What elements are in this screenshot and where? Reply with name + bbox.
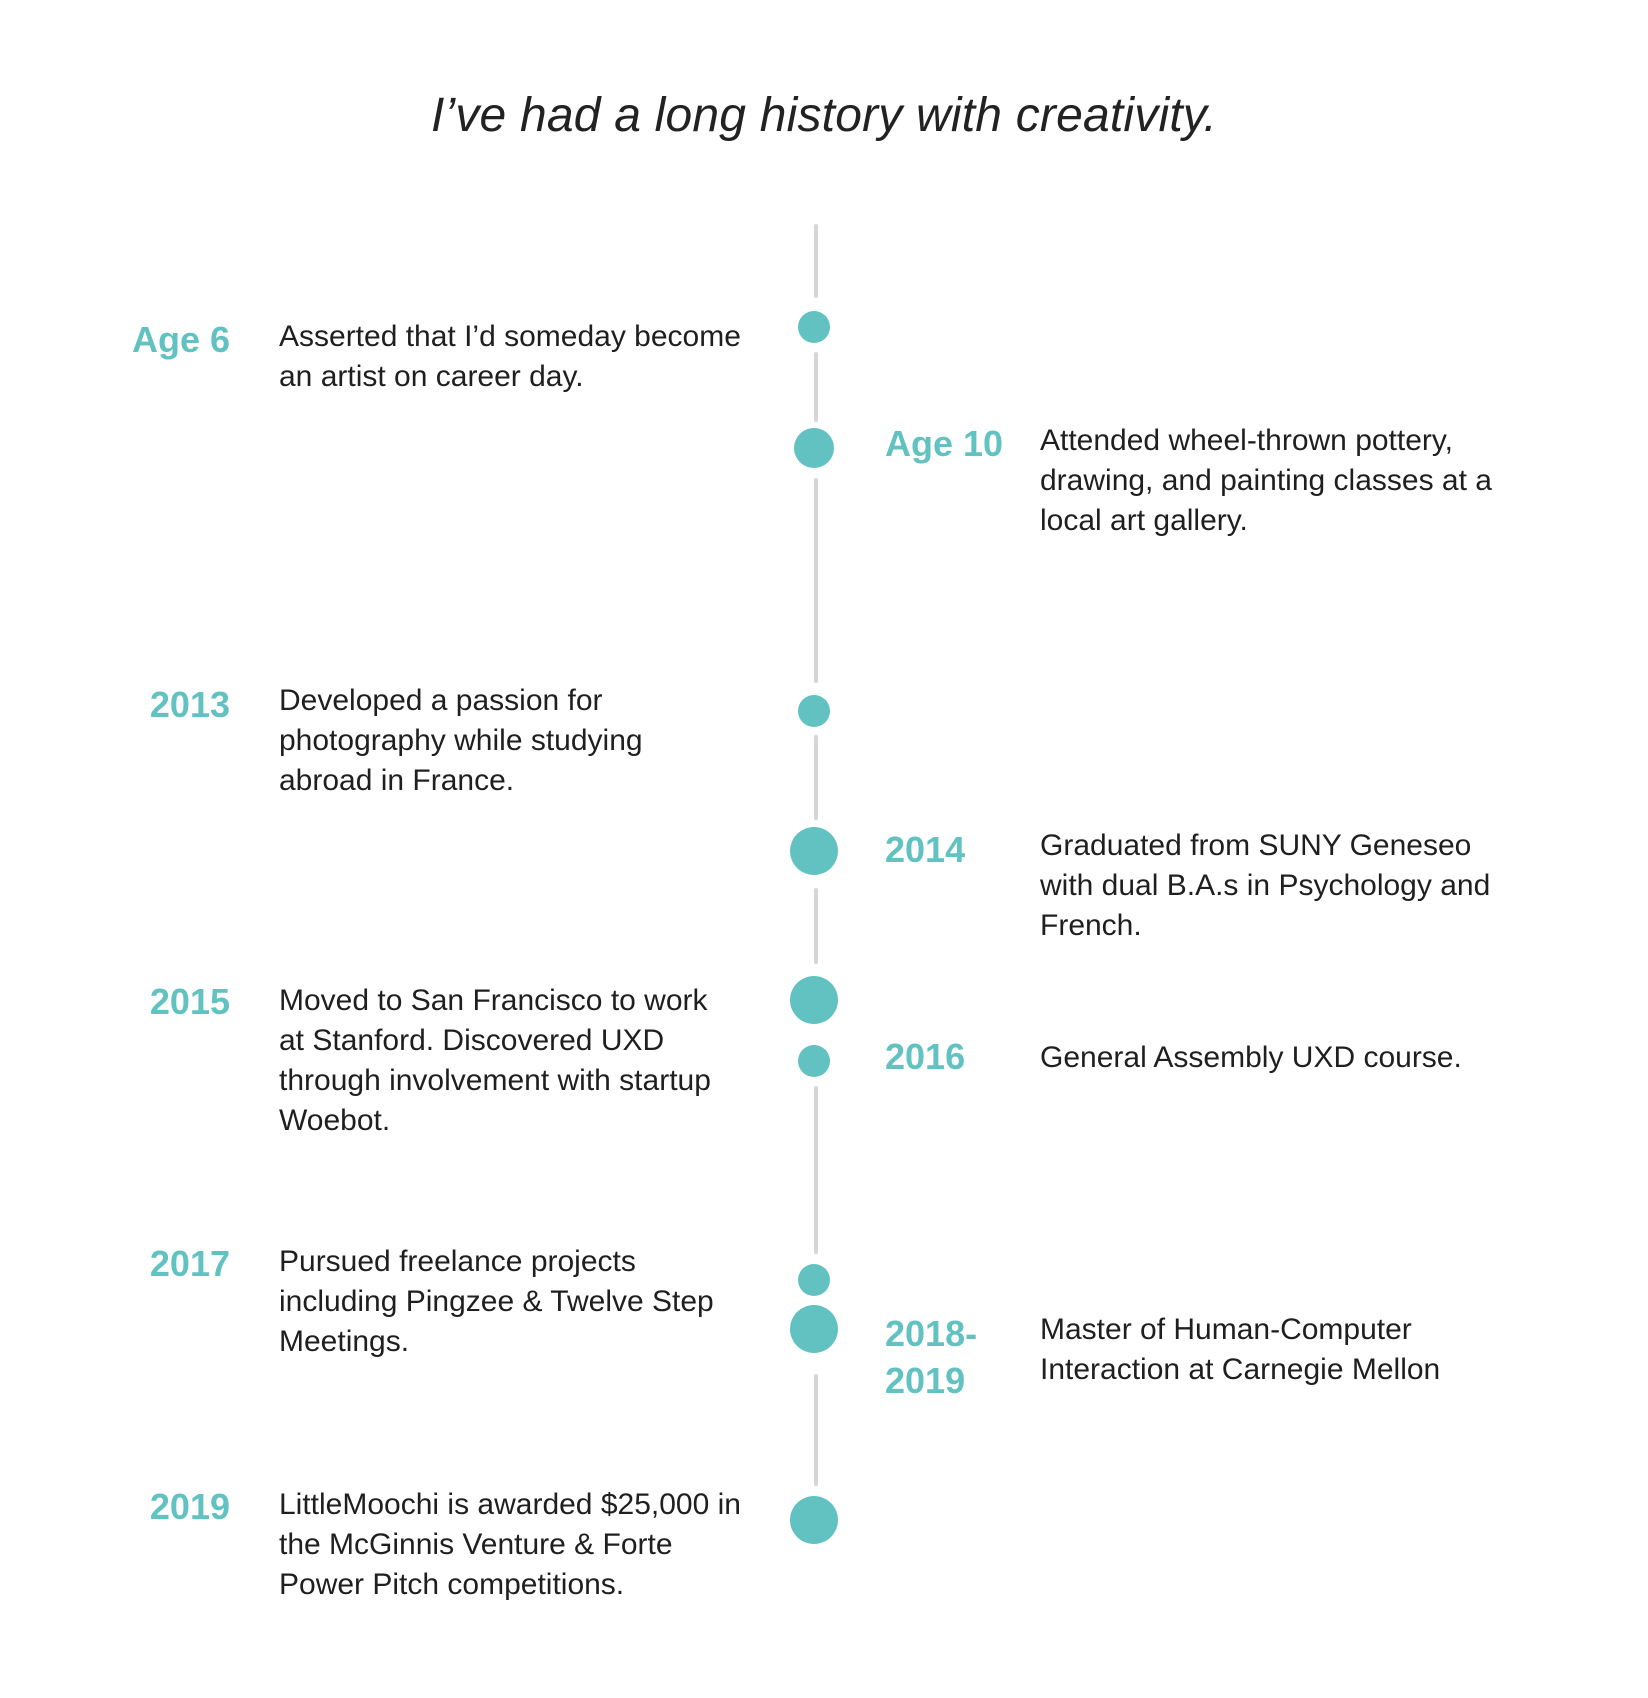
- event-date: 2017: [149, 1243, 230, 1284]
- timeline-segment: [814, 478, 818, 683]
- timeline-marker: [798, 695, 830, 727]
- event-description: Moved to San Francisco to work at Stanfo…: [279, 984, 711, 1137]
- event-description: LittleMoochi is awarded $25,000 in the M…: [279, 1488, 741, 1601]
- timeline-segment: [814, 1374, 818, 1486]
- timeline-segment: [814, 1086, 818, 1254]
- timeline-marker: [798, 1264, 830, 1296]
- event-date: 2018-2019: [885, 1313, 978, 1401]
- timeline-segment: [814, 224, 818, 298]
- timeline-marker: [790, 1305, 838, 1353]
- timeline-segment: [814, 352, 818, 422]
- event-description: Pursued freelance projects including Pin…: [279, 1245, 714, 1358]
- event-date: 2015: [149, 981, 230, 1022]
- timeline-marker: [790, 1496, 838, 1544]
- event-description: Asserted that I’d someday become an arti…: [279, 320, 741, 393]
- event-date: Age 6: [131, 319, 230, 360]
- event-date: 2013: [149, 684, 230, 725]
- event-description: Developed a passion for photography whil…: [279, 684, 643, 797]
- timeline-marker: [798, 311, 830, 343]
- event-description: General Assembly UXD course.: [1040, 1041, 1462, 1074]
- timeline-marker: [790, 827, 838, 875]
- event-date: Age 10: [885, 423, 1004, 464]
- event-date: 2019: [149, 1486, 230, 1527]
- event-description: Attended wheel-thrown pottery, drawing, …: [1040, 424, 1492, 537]
- timeline-marker: [790, 976, 838, 1024]
- timeline-segment: [814, 888, 818, 964]
- event-description: Master of Human-Computer Interaction at …: [1040, 1313, 1441, 1386]
- event-date: 2016: [885, 1036, 966, 1077]
- timeline-marker: [794, 428, 834, 468]
- event-date: 2014: [885, 829, 966, 870]
- timeline-marker: [798, 1045, 830, 1077]
- event-description: Graduated from SUNY Geneseo with dual B.…: [1040, 829, 1491, 942]
- timeline-segment: [814, 735, 818, 820]
- page-title: I’ve had a long history with creativity.: [430, 89, 1218, 142]
